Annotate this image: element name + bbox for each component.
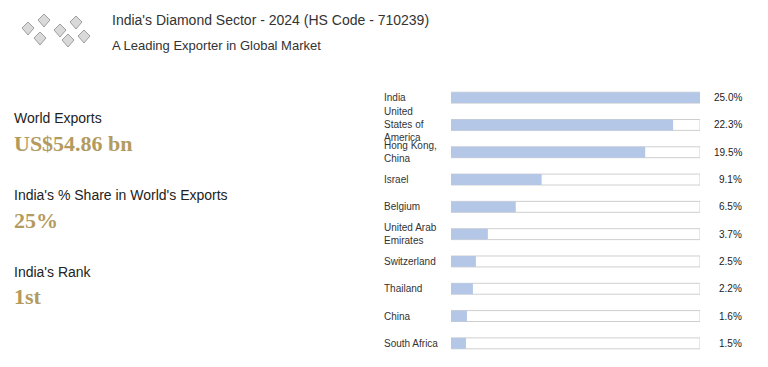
svg-text:Israel: Israel — [384, 174, 408, 185]
html-text:1st: 1st — [14, 284, 41, 309]
svg-text:19.5%: 19.5% — [714, 147, 742, 158]
html-text:India's Diamond Sector - 2024: India's Diamond Sector - 2024 (HS Code -… — [112, 12, 430, 28]
svg-text:2.5%: 2.5% — [719, 256, 742, 267]
svg-text:6.5%: 6.5% — [719, 201, 742, 212]
svg-text:Belgium: Belgium — [384, 201, 420, 212]
svg-text:South Africa: South Africa — [384, 338, 438, 349]
svg-text:2.2%: 2.2% — [719, 283, 742, 294]
html-text:World Exports: World Exports — [14, 110, 102, 126]
html-text:25%: 25% — [14, 208, 58, 233]
svg-text:9.1%: 9.1% — [719, 174, 742, 185]
svg-text:India: India — [384, 92, 406, 103]
html-text:US$54.86 bn: US$54.86 bn — [14, 131, 133, 156]
svg-text:Thailand: Thailand — [384, 283, 422, 294]
svg-text:3.7%: 3.7% — [719, 229, 742, 240]
svg-text:Hong Kong,China: Hong Kong,China — [384, 140, 437, 164]
svg-text:Switzerland: Switzerland — [384, 256, 436, 267]
html-text:India's Rank: India's Rank — [14, 264, 91, 280]
svg-text:China: China — [384, 311, 411, 322]
html-text:India's % Share in World's Exp: India's % Share in World's Exports — [14, 187, 228, 203]
svg-text:22.3%: 22.3% — [714, 119, 742, 130]
svg-text:1.5%: 1.5% — [719, 338, 742, 349]
svg-text:1.6%: 1.6% — [719, 311, 742, 322]
svg-text:25.0%: 25.0% — [714, 92, 742, 103]
svg-text:UnitedStates ofAmerica: UnitedStates ofAmerica — [384, 106, 424, 143]
svg-text:United ArabEmirates: United ArabEmirates — [384, 222, 437, 246]
html-text:A Leading Exporter in Global M: A Leading Exporter in Global Market — [112, 38, 321, 53]
